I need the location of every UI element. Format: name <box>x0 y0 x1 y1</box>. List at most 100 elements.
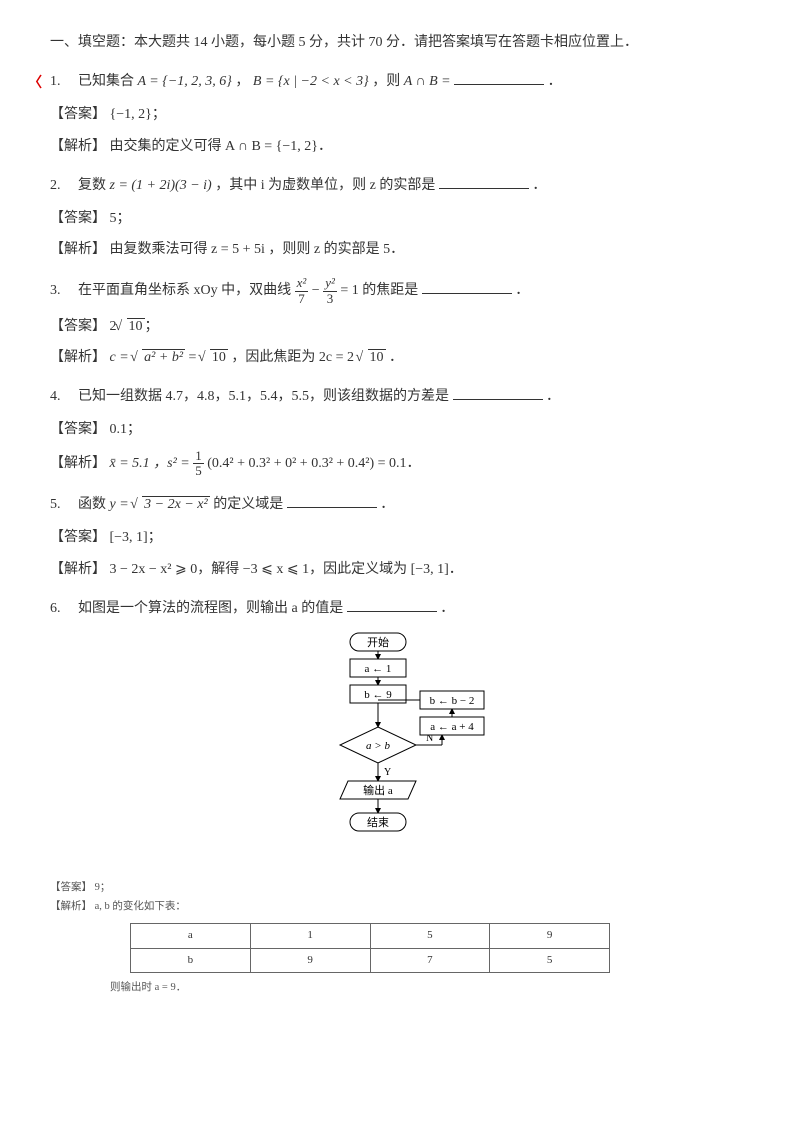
analysis-text: 由复数乘法可得 z = 5 + 5i ，则则 z 的实部是 5． <box>110 242 405 257</box>
svg-text:Y: Y <box>384 767 391 778</box>
answer-text: [−3, 1]； <box>110 530 162 545</box>
sep: ， <box>235 74 249 89</box>
q-num: 3. <box>50 283 61 298</box>
svg-text:开始: 开始 <box>367 635 389 649</box>
svg-text:b ← 9: b ← 9 <box>364 689 392 701</box>
sqrt: 10 <box>117 314 145 339</box>
answer-6: 【答案】 9； <box>50 879 750 898</box>
svg-text:输出 a: 输出 a <box>363 783 393 797</box>
section-header: 一、填空题：本大题共 14 小题，每小题 5 分，共计 70 分．请把答案填写在… <box>50 30 750 55</box>
question-6: 6. 如图是一个算法的流程图，则输出 a 的值是 ． <box>50 596 750 621</box>
q-text: 如图是一个算法的流程图，则输出 a 的值是 <box>78 601 343 616</box>
answer-text: 9； <box>95 882 111 893</box>
ana-a: x̄ = 5.1 ，s² = <box>110 456 194 471</box>
y-eq: y = <box>110 497 133 512</box>
answer-2: 【答案】 5； <box>50 206 750 231</box>
question-4: 4. 已知一组数据 4.7，4.8，5.1，5.4，5.5，则该组数据的方差是 … <box>50 384 750 409</box>
analysis-5: 【解析】 3 − 2x − x² ⩾ 0，解得 −3 ⩽ x ⩽ 1，因此定义域… <box>50 557 750 582</box>
answer-label: 【答案】 <box>50 319 106 334</box>
q-text: 复数 <box>78 178 110 193</box>
q-text: 函数 <box>78 497 110 512</box>
sep: ，则 <box>372 74 404 89</box>
answer-5: 【答案】 [−3, 1]； <box>50 525 750 550</box>
q-num: 6. <box>50 601 61 616</box>
question-2: 2. 复数 z = (1 + 2i)(3 − i) ，其中 i 为虚数单位，则 … <box>50 173 750 198</box>
answer-label: 【答案】 <box>50 530 106 545</box>
answer-blank <box>422 279 512 294</box>
analysis-1: 【解析】 由交集的定义可得 A ∩ B = {−1, 2}． <box>50 134 750 159</box>
answer-text: {−1, 2}； <box>110 107 166 122</box>
cell: a <box>131 923 251 948</box>
red-bracket-icon: 〈 <box>28 71 42 96</box>
sqrt: 10 <box>358 345 386 370</box>
cell: 5 <box>490 948 610 973</box>
analysis-6-pre: 【解析】 a, b 的变化如下表： <box>50 898 750 917</box>
analysis-6-end: 则输出时 a = 9． <box>110 979 750 998</box>
table-row: a 1 5 9 <box>131 923 610 948</box>
q-num: 4. <box>50 389 61 404</box>
svg-text:结束: 结束 <box>367 816 389 829</box>
period: ． <box>548 74 562 89</box>
analysis-label: 【解析】 <box>50 562 106 577</box>
svg-text:a ← a + 4: a ← a + 4 <box>430 721 474 733</box>
analysis-4: 【解析】 x̄ = 5.1 ，s² = 15 (0.4² + 0.3² + 0²… <box>50 449 750 479</box>
svg-text:a ← 1: a ← 1 <box>365 663 392 675</box>
cell: 9 <box>490 923 610 948</box>
expr: z = (1 + 2i)(3 − i) <box>110 178 212 193</box>
answer-text: 0.1； <box>110 422 142 437</box>
fraction: 15 <box>193 449 204 479</box>
answer-1: 【答案】 {−1, 2}； <box>50 102 750 127</box>
analysis-text: 由交集的定义可得 A ∩ B = {−1, 2}． <box>110 139 333 154</box>
cell: 5 <box>370 923 490 948</box>
eq: A ∩ B = <box>404 74 451 89</box>
fraction: y²3 <box>323 276 337 306</box>
svg-text:b ← b − 2: b ← b − 2 <box>430 695 475 707</box>
question-3: 3. 在平面直角坐标系 xOy 中，双曲线 x²7 − y²3 = 1 的焦距是… <box>50 276 750 306</box>
analysis-text: a, b 的变化如下表： <box>95 901 186 912</box>
answer-label: 【答案】 <box>50 211 106 226</box>
cell: 1 <box>250 923 370 948</box>
answer-blank <box>454 70 544 85</box>
sqrt: 3 − 2x − x² <box>132 492 210 517</box>
analysis-label: 【解析】 <box>50 139 106 154</box>
ana-pre: c = <box>110 350 133 365</box>
analysis-label: 【解析】 <box>50 901 92 912</box>
svg-text:a > b: a > b <box>366 740 390 752</box>
set-b: B = {x | −2 < x < 3} <box>253 74 369 89</box>
ans-post: ； <box>145 319 159 334</box>
q-num: 1. <box>50 74 61 89</box>
eq: = 1 的焦距是 <box>340 283 418 298</box>
answer-blank <box>453 385 543 400</box>
q-text: ，其中 i 为虚数单位，则 z 的实部是 <box>215 178 435 193</box>
cell: b <box>131 948 251 973</box>
answer-blank <box>287 493 377 508</box>
period: ． <box>546 389 560 404</box>
answer-label: 【答案】 <box>50 107 106 122</box>
period: ． <box>515 283 529 298</box>
analysis-text: 3 − 2x − x² ⩾ 0，解得 −3 ⩽ x ⩽ 1，因此定义域为 [−3… <box>110 562 463 577</box>
trace-table: a 1 5 9 b 9 7 5 <box>130 923 610 974</box>
answer-3: 【答案】 210； <box>50 314 750 339</box>
fraction: x²7 <box>295 276 309 306</box>
answer-label: 【答案】 <box>50 882 92 893</box>
q-text: 已知一组数据 4.7，4.8，5.1，5.4，5.5，则该组数据的方差是 <box>78 389 449 404</box>
period: ． <box>532 178 546 193</box>
q-text: 在平面直角坐标系 xOy 中，双曲线 <box>78 283 295 298</box>
analysis-label: 【解析】 <box>50 456 106 471</box>
q-num: 2. <box>50 178 61 193</box>
table-row: b 9 7 5 <box>131 948 610 973</box>
answer-blank <box>439 174 529 189</box>
sqrt: a² + b² <box>132 345 185 370</box>
period: ． <box>389 350 403 365</box>
question-5: 5. 函数 y = 3 − 2x − x² 的定义域是 ． <box>50 492 750 517</box>
minus: − <box>312 283 323 298</box>
question-1: 〈 1. 已知集合 A = {−1, 2, 3, 6} ， B = {x | −… <box>50 69 750 94</box>
cell: 7 <box>370 948 490 973</box>
sqrt: 10 <box>200 345 228 370</box>
period: ． <box>380 497 394 512</box>
q-text: 已知集合 <box>78 74 138 89</box>
q-text: 的定义域是 <box>213 497 283 512</box>
answer-label: 【答案】 <box>50 422 106 437</box>
ana-b: (0.4² + 0.3² + 0² + 0.3² + 0.4²) = 0.1． <box>207 456 420 471</box>
cell: 9 <box>250 948 370 973</box>
